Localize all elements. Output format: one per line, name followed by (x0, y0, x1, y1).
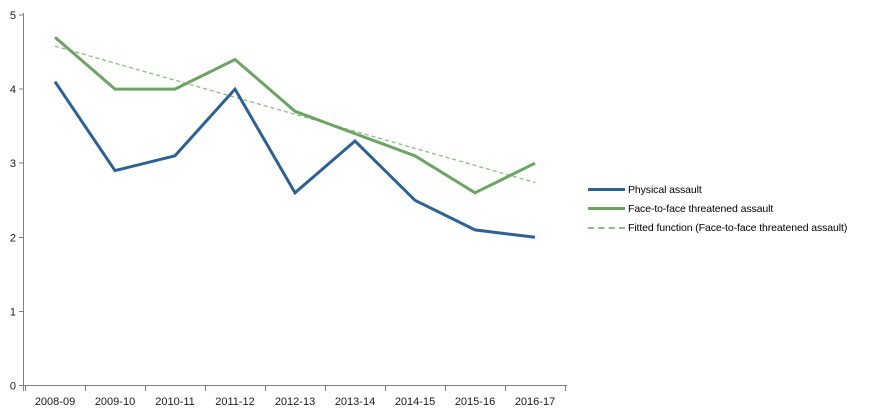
legend-label-threatened-assault: Face-to-face threatened assault (628, 202, 774, 215)
y-tick-label: 4 (10, 84, 16, 96)
x-tick-label: 2013-14 (335, 396, 375, 408)
x-tick-label: 2012-13 (275, 396, 315, 408)
y-tick-label: 1 (10, 306, 16, 318)
assault-trend-line-chart: 0 1 2 3 4 5 2008-09 2009-10 2010-11 2011-12 2012-1… (10, 10, 567, 408)
y-tick-label: 3 (10, 158, 16, 170)
y-tick-label: 0 (10, 381, 16, 393)
x-tick-label: 2009-10 (95, 396, 135, 408)
legend-item-threatened-assault: Face-to-face threatened assault (588, 199, 847, 218)
x-tick-label: 2014-15 (395, 396, 435, 408)
x-tick-label: 2008-09 (35, 396, 75, 408)
y-tick-label: 2 (10, 232, 16, 244)
series-line-face-to-face-threatened-assault (54, 36, 536, 195)
x-tick-label: 2011-12 (215, 396, 255, 408)
legend-line-swatch-threatened-assault (588, 207, 625, 210)
legend-label-fitted-function: Fitted function (Face-to-face threatened… (628, 221, 848, 234)
legend-line-swatch-fitted-function (588, 226, 625, 229)
y-tick-label: 5 (10, 10, 16, 22)
legend-line-swatch-physical-assault (588, 188, 625, 191)
x-tick-label: 2010-11 (155, 396, 195, 408)
legend-item-fitted-function: Fitted function (Face-to-face threatened… (588, 218, 847, 237)
series-line-physical-assault (53, 80, 536, 239)
legend-item-physical-assault: Physical assault (588, 180, 847, 199)
chart-legend: Physical assault Face-to-face threatened… (588, 180, 847, 237)
legend-label-physical-assault: Physical assault (628, 183, 702, 196)
x-tick-label: 2016-17 (515, 396, 555, 408)
series-line-fitted-function-face-to-face-threatened-assault (54, 45, 536, 184)
x-tick-label: 2015-16 (455, 396, 495, 408)
